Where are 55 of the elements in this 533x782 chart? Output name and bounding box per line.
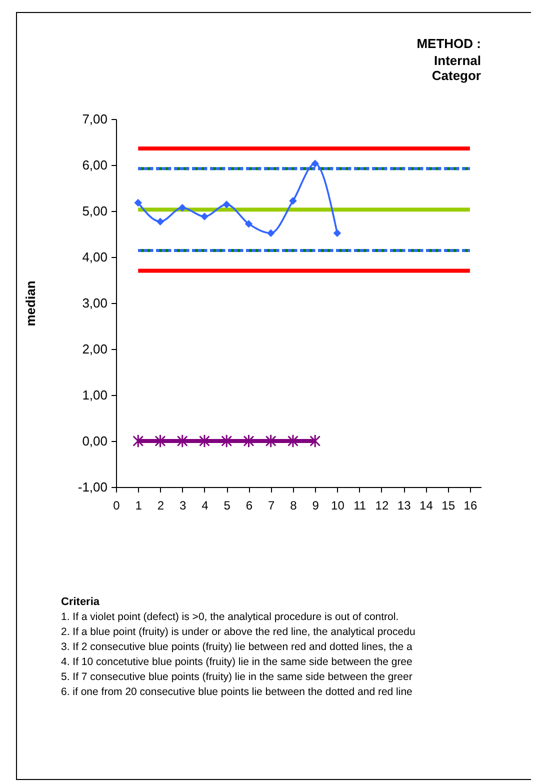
chart-subtitle: Internal Categor — [432, 53, 481, 83]
y-tick-label: 1,00 — [82, 388, 108, 402]
x-tick-label: 16 — [464, 498, 478, 512]
x-tick-label: 3 — [180, 498, 187, 512]
point — [266, 229, 275, 237]
point — [176, 434, 188, 448]
point — [287, 434, 298, 448]
x-tick-label: 0 — [113, 498, 120, 512]
x-tick-label: 4 — [202, 498, 209, 512]
x-tick-label: 7 — [268, 498, 276, 512]
point — [154, 434, 166, 448]
chart-title: METHOD : — [416, 36, 481, 51]
y-tick-label: 5,00 — [82, 204, 108, 218]
text: Criteria — [61, 596, 100, 608]
point — [132, 434, 144, 448]
y-tick-label: -1,00 — [78, 480, 108, 494]
y-axis-title: median — [22, 280, 38, 326]
x-tick-label: 12 — [375, 498, 389, 512]
x-tick-label: 9 — [312, 498, 320, 512]
text: 6. if one from 20 consecutive blue points lie between the dotted and red line — [61, 685, 414, 700]
point — [222, 200, 230, 208]
point — [134, 198, 142, 207]
y-tick-label: 0,00 — [82, 434, 108, 448]
x-tick-label: 15 — [442, 498, 456, 512]
point — [156, 218, 164, 226]
point — [221, 434, 232, 448]
point — [244, 220, 253, 228]
y-tick-label: 6,00 — [82, 158, 108, 172]
point — [333, 229, 342, 237]
x-tick-label: 8 — [290, 498, 298, 512]
point — [265, 434, 276, 448]
text: 2. If a blue point (fruity) is under or above the red line, the analytical procedu — [61, 625, 416, 640]
x-tick-label: 10 — [331, 498, 345, 512]
y-tick-label: 3,00 — [82, 296, 108, 310]
y-tick-label: 7,00 — [82, 112, 108, 126]
x-tick-label: 5 — [224, 498, 231, 512]
point — [243, 434, 254, 448]
x-tick-label: 11 — [354, 498, 366, 512]
x-tick-label: 13 — [397, 498, 412, 512]
x-tick-label: 14 — [420, 498, 434, 512]
point — [310, 434, 321, 448]
x-tick-label: 2 — [157, 498, 164, 512]
text: 1. If a violet point (defect) is >0, the analytical procedure is out of control. — [61, 610, 400, 625]
x-tick-label: 1 — [135, 498, 142, 512]
text: 5. If 7 consecutive blue points (fruity) lie in the same side between the greer — [61, 670, 414, 685]
point — [289, 197, 297, 205]
point — [178, 204, 186, 212]
point — [311, 160, 319, 168]
text: 3. If 2 consecutive blue points (fruity) lie between red and dotted lines, the a — [61, 640, 414, 655]
text: 4. If 10 concetutive blue points (fruity) lie in the same side between the gree — [61, 655, 414, 670]
y-tick-label: 4,00 — [82, 250, 108, 264]
point — [198, 434, 210, 448]
point — [200, 212, 208, 220]
y-tick-label: 2,00 — [82, 342, 108, 356]
x-tick-label: 6 — [246, 498, 253, 512]
